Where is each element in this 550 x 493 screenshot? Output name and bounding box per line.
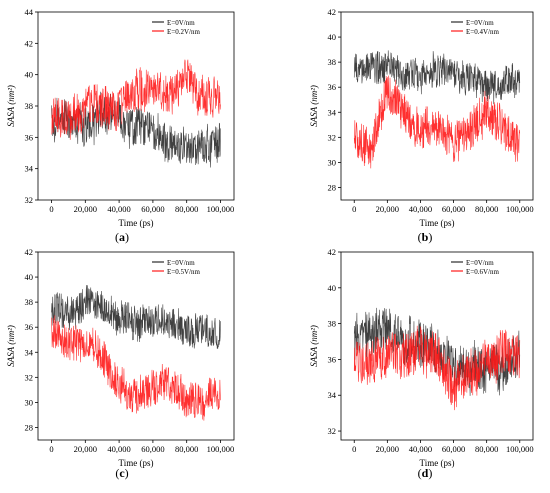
series-line-c-2 xyxy=(51,315,221,421)
x-tick-label-b-4: 80,000 xyxy=(475,204,498,214)
y-tick-label-b-6: 40 xyxy=(328,32,337,42)
x-tick-label-d-2: 40,000 xyxy=(409,444,432,454)
legend-label-a-2: E=0.2V/nm xyxy=(167,28,200,36)
legend-label-d-1: E=0V/nm xyxy=(466,259,494,267)
x-axis-label-d: Time (ps) xyxy=(420,458,455,468)
x-tick-label-d-1: 20,000 xyxy=(376,444,399,454)
x-tick-label-c-3: 60,000 xyxy=(141,444,164,454)
y-tick-label-c-7: 42 xyxy=(25,247,34,257)
x-tick-label-b-2: 40,000 xyxy=(409,204,432,214)
y-tick-label-a-2: 36 xyxy=(25,132,34,142)
panel-label-d: (d) xyxy=(417,466,433,480)
y-tick-label-c-3: 34 xyxy=(25,347,34,357)
panel-label-a: (a) xyxy=(115,230,129,244)
chart-c: 0 20,000 40,000 60,000 80,000 100,000 28 30 32 34… xyxy=(6,247,235,468)
x-tick-label-d-4: 80,000 xyxy=(475,444,498,454)
y-tick-label-b-7: 42 xyxy=(328,7,337,17)
y-tick-label-b-3: 34 xyxy=(328,107,337,117)
y-tick-label-d-5: 42 xyxy=(328,247,337,257)
legend-label-b-1: E=0V/nm xyxy=(466,19,494,27)
x-axis-label-b: Time (ps) xyxy=(420,218,455,228)
x-tick-label-b-0: 0 xyxy=(352,204,356,214)
chart-a: 0 20,000 40,000 60,000 80,000 100,000 32 34 36 38… xyxy=(6,7,235,228)
y-axis-label-d: SASA (nm²) xyxy=(309,325,319,367)
y-tick-label-a-3: 38 xyxy=(25,101,34,111)
x-tick-label-c-1: 20,000 xyxy=(74,444,97,454)
y-tick-label-b-1: 30 xyxy=(328,157,337,167)
y-tick-label-b-5: 38 xyxy=(328,57,337,67)
y-tick-label-a-6: 44 xyxy=(25,7,34,17)
legend-label-c-1: E=0V/nm xyxy=(167,259,195,267)
y-tick-label-c-5: 38 xyxy=(25,297,34,307)
chart-b: 0 20,000 40,000 60,000 80,000 100,000 28 30 32 34… xyxy=(309,7,534,228)
y-tick-label-c-1: 30 xyxy=(25,397,34,407)
x-tick-label-c-5: 100,000 xyxy=(207,444,235,454)
y-tick-label-b-0: 28 xyxy=(328,182,337,192)
x-tick-label-b-3: 60,000 xyxy=(442,204,465,214)
y-tick-label-c-0: 28 xyxy=(25,422,34,432)
series-line-b-2 xyxy=(353,75,521,169)
plot-frame-b xyxy=(340,11,534,201)
legend-label-d-2: E=0.6V/nm xyxy=(466,268,499,276)
plot-frame-c xyxy=(37,251,235,441)
y-tick-label-a-0: 32 xyxy=(25,195,34,205)
x-tick-label-a-0: 0 xyxy=(49,204,53,214)
x-tick-label-a-3: 60,000 xyxy=(141,204,164,214)
x-tick-label-b-1: 20,000 xyxy=(376,204,399,214)
y-tick-label-d-0: 32 xyxy=(328,426,337,436)
y-tick-label-a-4: 40 xyxy=(25,70,34,80)
x-axis-label-c: Time (ps) xyxy=(119,458,154,468)
x-tick-label-d-5: 100,000 xyxy=(506,444,534,454)
x-tick-label-c-4: 80,000 xyxy=(175,444,198,454)
x-tick-label-d-0: 0 xyxy=(352,444,356,454)
y-tick-label-c-4: 36 xyxy=(25,322,34,332)
y-axis-label-b: SASA (nm²) xyxy=(309,85,319,127)
legend-label-a-1: E=0V/nm xyxy=(167,19,195,27)
x-tick-label-a-4: 80,000 xyxy=(175,204,198,214)
x-tick-label-a-1: 20,000 xyxy=(74,204,97,214)
panel-label-b: (b) xyxy=(417,230,433,244)
y-axis-label-a: SASA (nm²) xyxy=(6,85,16,127)
series-line-a-2 xyxy=(51,59,221,140)
series-line-b-1 xyxy=(353,50,521,105)
legend-label-c-2: E=0.5V/nm xyxy=(167,268,200,276)
chart-d: 0 20,000 40,000 60,000 80,000 100,000 32 34 36 38… xyxy=(309,247,534,468)
y-tick-label-d-2: 36 xyxy=(328,354,337,364)
y-tick-label-b-2: 32 xyxy=(328,132,337,142)
y-tick-label-d-3: 38 xyxy=(328,319,337,329)
series-line-c-1 xyxy=(51,285,221,349)
y-tick-label-a-1: 34 xyxy=(25,164,34,174)
panel-label-c: (c) xyxy=(115,466,129,480)
plot-frame-d xyxy=(340,251,534,441)
x-tick-label-a-5: 100,000 xyxy=(207,204,235,214)
y-tick-label-c-6: 40 xyxy=(25,272,34,282)
y-tick-label-b-4: 36 xyxy=(328,82,337,92)
x-tick-label-a-2: 40,000 xyxy=(107,204,130,214)
y-tick-label-d-4: 40 xyxy=(328,283,337,293)
y-tick-label-a-5: 42 xyxy=(25,38,34,48)
legend-label-b-2: E=0.4V/nm xyxy=(466,28,499,36)
x-tick-label-d-3: 60,000 xyxy=(442,444,465,454)
x-tick-label-c-2: 40,000 xyxy=(107,444,130,454)
y-tick-label-c-2: 32 xyxy=(25,372,34,382)
x-tick-label-b-5: 100,000 xyxy=(506,204,534,214)
x-tick-label-c-0: 0 xyxy=(49,444,53,454)
y-axis-label-c: SASA (nm²) xyxy=(6,325,16,367)
series-line-d-2 xyxy=(353,325,521,411)
x-axis-label-a: Time (ps) xyxy=(119,218,154,228)
y-tick-label-d-1: 34 xyxy=(328,390,337,400)
